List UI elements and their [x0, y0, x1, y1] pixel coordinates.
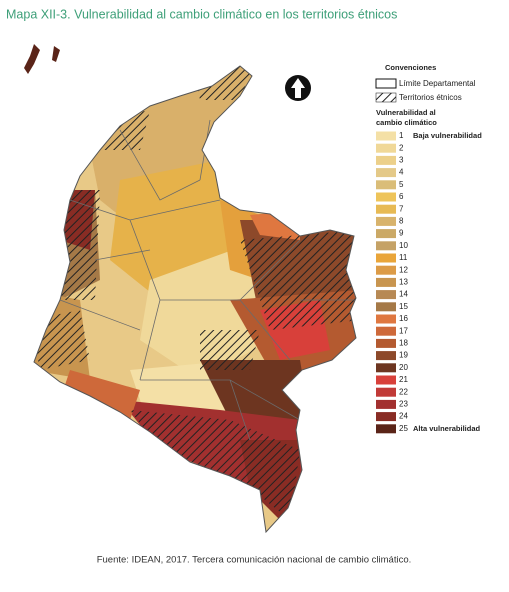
legend-number: 6	[399, 192, 404, 201]
legend-label: Alta vulnerabilidad	[413, 424, 481, 433]
legend-swatch	[376, 387, 396, 397]
ethnic-label: Territorios étnicos	[399, 93, 462, 102]
boundary-label: Límite Departamental	[399, 79, 476, 88]
legend-number: 19	[399, 351, 408, 360]
legend-swatch	[376, 302, 396, 312]
legend: Convenciones Límite Departamental Territ…	[375, 63, 482, 434]
source: Fuente: IDEAN, 2017. Tercera comunicació…	[97, 555, 412, 566]
legend-swatch	[376, 424, 396, 434]
legend-swatch	[376, 265, 396, 275]
legend-number: 3	[399, 156, 404, 165]
legend-number: 11	[399, 253, 408, 262]
legend-number: 5	[399, 180, 404, 189]
legend-swatch	[376, 168, 396, 178]
scale-title: Vulnerabilidad al	[376, 108, 436, 117]
legend-swatch	[376, 351, 396, 361]
scale-title: cambio climático	[376, 118, 437, 127]
legend-swatch	[376, 253, 396, 263]
legend-swatch	[376, 204, 396, 214]
legend-number: 12	[399, 265, 408, 274]
legend-number: 20	[399, 363, 408, 372]
legend-swatch	[376, 155, 396, 165]
legend-swatch	[376, 131, 396, 141]
legend-number: 23	[399, 400, 408, 409]
legend-swatch	[376, 314, 396, 324]
legend-number: 24	[399, 412, 408, 421]
legend-swatch	[376, 363, 396, 373]
legend-number: 13	[399, 278, 408, 287]
legend-number: 18	[399, 339, 408, 348]
legend-number: 21	[399, 375, 408, 384]
legend-swatch	[376, 241, 396, 251]
legend-number: 10	[399, 241, 408, 250]
legend-swatch	[376, 192, 396, 202]
legend-swatch	[376, 338, 396, 348]
legend-number: 2	[399, 143, 404, 152]
north-arrow	[285, 75, 311, 101]
legend-swatch	[376, 290, 396, 300]
legend-number: 1	[399, 131, 404, 140]
legend-number: 4	[399, 168, 404, 177]
legend-swatch	[376, 216, 396, 226]
map-title: Mapa XII-3. Vulnerabilidad al cambio cli…	[6, 7, 397, 21]
legend-number: 7	[399, 204, 404, 213]
legend-number: 14	[399, 290, 408, 299]
legend-number: 9	[399, 229, 404, 238]
map	[24, 44, 357, 534]
legend-number: 25	[399, 424, 408, 433]
legend-label: Baja vulnerabilidad	[413, 131, 482, 140]
legend-swatch	[376, 412, 396, 422]
legend-swatch	[376, 375, 396, 385]
legend-swatch	[376, 326, 396, 336]
legend-number: 15	[399, 302, 408, 311]
legend-swatch	[376, 143, 396, 153]
legend-swatch	[376, 180, 396, 190]
boundary-swatch	[375, 78, 397, 89]
legend-number: 16	[399, 314, 408, 323]
legend-title: Convenciones	[385, 63, 436, 72]
legend-number: 8	[399, 217, 404, 226]
legend-swatch	[376, 229, 396, 239]
legend-number: 17	[399, 326, 408, 335]
ethnic-swatch	[375, 92, 397, 103]
legend-swatch	[376, 277, 396, 287]
legend-number: 22	[399, 387, 408, 396]
legend-swatch	[376, 399, 396, 409]
